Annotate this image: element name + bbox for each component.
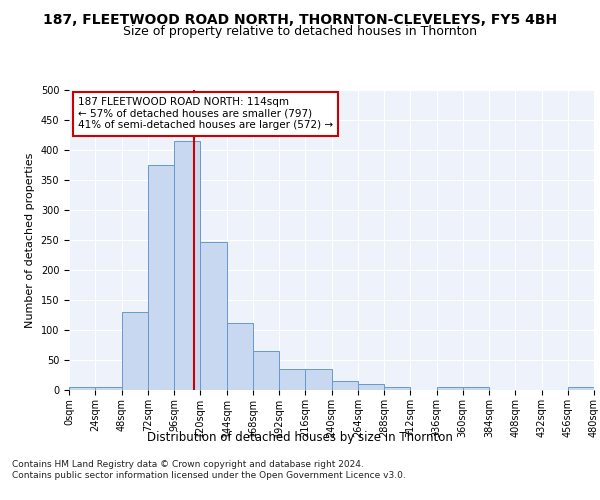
Bar [358,384,384,390]
Bar [331,381,358,390]
Bar [148,165,174,390]
Y-axis label: Number of detached properties: Number of detached properties [25,152,35,328]
Bar [200,242,227,390]
Text: 187, FLEETWOOD ROAD NORTH, THORNTON-CLEVELEYS, FY5 4BH: 187, FLEETWOOD ROAD NORTH, THORNTON-CLEV… [43,12,557,26]
Bar [305,369,331,390]
Bar [95,387,121,390]
Bar [437,387,463,390]
Text: Distribution of detached houses by size in Thornton: Distribution of detached houses by size … [147,431,453,444]
Bar [279,369,305,390]
Bar [121,312,148,390]
Bar [463,387,489,390]
Text: Contains public sector information licensed under the Open Government Licence v3: Contains public sector information licen… [12,471,406,480]
Bar [174,141,200,390]
Bar [384,387,410,390]
Bar [568,387,594,390]
Bar [253,351,279,390]
Text: Contains HM Land Registry data © Crown copyright and database right 2024.: Contains HM Land Registry data © Crown c… [12,460,364,469]
Text: 187 FLEETWOOD ROAD NORTH: 114sqm
← 57% of detached houses are smaller (797)
41% : 187 FLEETWOOD ROAD NORTH: 114sqm ← 57% o… [78,97,333,130]
Text: Size of property relative to detached houses in Thornton: Size of property relative to detached ho… [123,25,477,38]
Bar [227,324,253,390]
Bar [69,387,95,390]
